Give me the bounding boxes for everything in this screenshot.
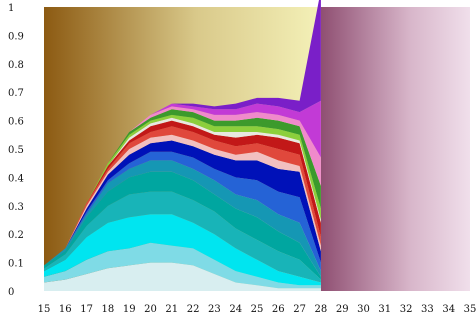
y-tick-label: 0.8 — [8, 60, 24, 71]
area-series-4 — [44, 191, 321, 283]
y-tick-label: 0.9 — [8, 31, 24, 42]
x-tick-label: 23 — [208, 304, 221, 315]
area-series-8 — [44, 140, 321, 266]
x-tick-label: 34 — [442, 304, 455, 315]
x-tick-label: 20 — [144, 304, 157, 315]
x-tick-label: 16 — [59, 304, 72, 315]
x-tick-label: 24 — [229, 304, 242, 315]
x-tick-label: 32 — [400, 304, 413, 315]
y-tick-label: 0.3 — [8, 202, 24, 213]
area-series-group — [44, 0, 321, 291]
x-tick-label: 21 — [165, 304, 178, 315]
x-tick-label: 29 — [336, 304, 349, 315]
area-series-15 — [44, 106, 321, 266]
area-series-1 — [44, 262, 321, 291]
x-tick-label: 31 — [378, 304, 391, 315]
area-series-7 — [44, 151, 321, 272]
background-right — [320, 7, 470, 291]
x-axis: 15 16 17 18 19 20 21 22 23 24 25 26 27 28 29 30 31 32 33 34… — [38, 304, 476, 315]
x-tick-label: 18 — [102, 304, 115, 315]
x-tick-label: 15 — [38, 304, 51, 315]
x-tick-label: 33 — [421, 304, 434, 315]
area-series-5 — [44, 171, 321, 280]
y-axis: 0 0.1 0.2 0.3 0.4 0.5 0.6 0.7 0.8 0.9 1 — [8, 3, 24, 298]
x-tick-label: 22 — [187, 304, 200, 315]
y-tick-label: 0.6 — [8, 117, 24, 128]
area-series-6 — [44, 160, 321, 277]
y-tick-label: 0 — [8, 287, 14, 298]
y-tick-label: 0.2 — [8, 230, 24, 241]
y-tick-label: 0.5 — [8, 145, 24, 156]
x-tick-label: 17 — [80, 304, 93, 315]
x-tick-label: 35 — [464, 304, 476, 315]
x-tick-label: 26 — [272, 304, 285, 315]
y-tick-label: 0.1 — [8, 259, 24, 270]
x-tick-label: 27 — [293, 304, 306, 315]
x-tick-label: 25 — [251, 304, 264, 315]
y-tick-label: 1 — [8, 3, 14, 14]
x-tick-label: 19 — [123, 304, 136, 315]
x-tick-label: 30 — [357, 304, 370, 315]
area-series-9 — [44, 134, 321, 266]
area-series-2 — [44, 242, 321, 289]
area-series-16 — [44, 100, 321, 266]
area-series-3 — [44, 214, 321, 286]
y-tick-label: 0.4 — [8, 173, 24, 184]
area-series-14 — [44, 109, 321, 266]
x-tick-label: 28 — [315, 304, 328, 315]
y-tick-label: 0.7 — [8, 88, 24, 99]
